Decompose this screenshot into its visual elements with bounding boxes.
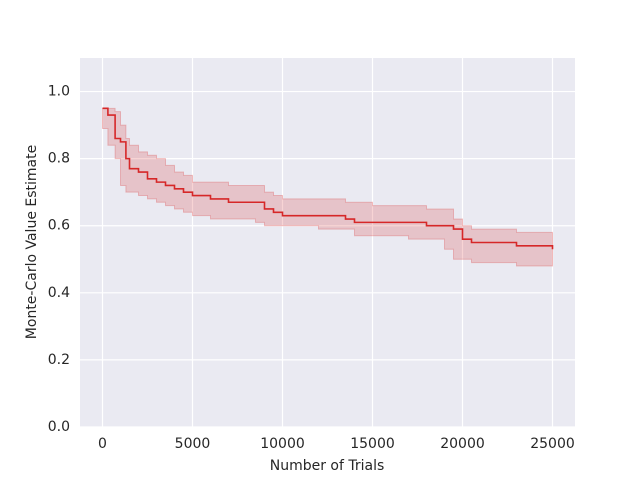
y-tick-label: 0.8	[48, 151, 70, 167]
y-axis-label: Monte-Carlo Value Estimate	[24, 145, 40, 339]
x-tick-label: 25000	[530, 436, 575, 452]
x-tick-label: 15000	[350, 436, 395, 452]
x-tick-label: 0	[98, 436, 107, 452]
x-axis-label: Number of Trials	[270, 458, 385, 474]
marks	[102, 107, 554, 267]
x-tick-label: 10000	[260, 436, 305, 452]
mean-line	[102, 107, 554, 250]
confidence-band	[102, 107, 553, 267]
y-tick-label: 0.0	[48, 419, 70, 435]
y-tick-label: 0.4	[48, 285, 70, 301]
y-tick-label: 0.6	[48, 218, 70, 234]
y-tick-label: 1.0	[48, 84, 70, 100]
x-tick-label: 5000	[175, 436, 211, 452]
grid	[80, 58, 575, 428]
y-tick-label: 0.2	[48, 352, 70, 368]
x-tick-label: 20000	[440, 436, 485, 452]
